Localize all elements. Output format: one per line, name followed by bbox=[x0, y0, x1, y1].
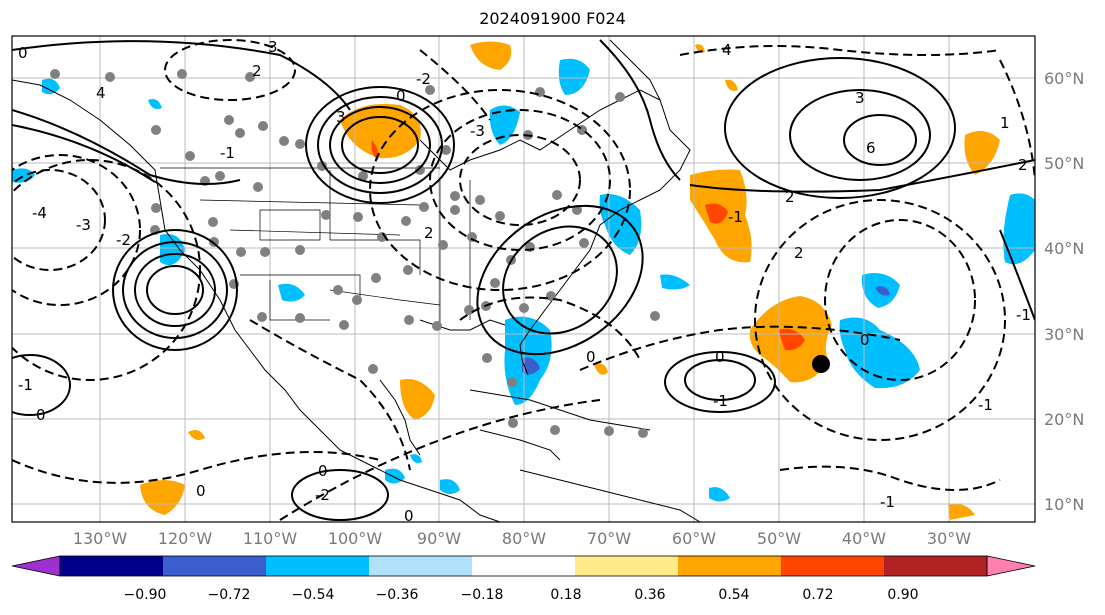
contour-labels: 0 2 4 3 3 0 -2 4 6 3 2 -1 -1 0 0 -2 0 2 … bbox=[18, 38, 1031, 525]
contour-label: -2 bbox=[116, 231, 131, 249]
contour-label: -1 bbox=[713, 392, 728, 410]
colorbar-cell bbox=[369, 556, 473, 576]
colorbar-tick-label: −0.18 bbox=[461, 587, 504, 603]
lon-tick-label: 130°W bbox=[73, 529, 128, 548]
contour-label: -1 bbox=[978, 396, 993, 414]
lon-tick-label: 50°W bbox=[757, 529, 801, 548]
colorbar-cell bbox=[163, 556, 267, 576]
colorbar-tick-label: −0.36 bbox=[376, 587, 419, 603]
chart-title: 2024091900 F024 bbox=[479, 9, 626, 28]
lat-tick-label: 30°N bbox=[1044, 325, 1084, 344]
contour-label: -1 bbox=[880, 493, 895, 511]
lon-tick-labels: 130°W 120°W 110°W 100°W 90°W 80°W 70°W 6… bbox=[73, 529, 971, 548]
lon-tick-label: 110°W bbox=[243, 529, 298, 548]
colorbar-tick-label: 0.54 bbox=[718, 587, 749, 603]
colorbar-tick-label: −0.90 bbox=[124, 587, 167, 603]
colorbar-tick-label: 0.36 bbox=[634, 587, 665, 603]
contour-label: 0 bbox=[715, 348, 725, 366]
contour-label: -2 bbox=[315, 486, 330, 504]
contour-label: 2 bbox=[1018, 156, 1028, 174]
lat-tick-label: 60°N bbox=[1044, 69, 1084, 88]
contour-label: -1 bbox=[1016, 306, 1031, 324]
contour-label: 0 bbox=[586, 348, 596, 366]
contour-label: -4 bbox=[32, 204, 47, 222]
contour-label: 4 bbox=[722, 41, 732, 59]
contour-label: 2 bbox=[252, 62, 262, 80]
map-frame bbox=[11, 35, 1036, 523]
lon-tick-label: 40°W bbox=[842, 529, 886, 548]
contour-label: -3 bbox=[470, 122, 485, 140]
contour-label: 2 bbox=[794, 244, 804, 262]
lon-tick-label: 100°W bbox=[328, 529, 383, 548]
colorbar-cell bbox=[575, 556, 679, 576]
colorbar-tick-label: −0.72 bbox=[208, 587, 251, 603]
colorbar-tick-label: 0.18 bbox=[550, 587, 581, 603]
contour-label: 1 bbox=[1000, 114, 1010, 132]
contour-label: 0 bbox=[404, 507, 414, 525]
contour-label: 0 bbox=[18, 44, 28, 62]
colorbar-cell bbox=[60, 556, 164, 576]
station-dots bbox=[50, 69, 660, 438]
contour-label: -2 bbox=[416, 70, 431, 88]
lat-tick-label: 10°N bbox=[1044, 495, 1084, 514]
contour-label: 0 bbox=[36, 406, 46, 424]
colorbar-cell bbox=[266, 556, 370, 576]
contour-label: 2 bbox=[785, 188, 795, 206]
contour-label: 4 bbox=[96, 84, 106, 102]
lon-tick-label: 30°W bbox=[927, 529, 971, 548]
colorbar-cell bbox=[472, 556, 576, 576]
contour-label: 0 bbox=[318, 462, 328, 480]
contour-label: 3 bbox=[268, 38, 278, 56]
contour-label: -1 bbox=[18, 376, 33, 394]
lat-tick-labels: 60°N 50°N 40°N 30°N 20°N 10°N bbox=[1044, 69, 1084, 514]
colorbar-cell bbox=[678, 556, 782, 576]
colorbar-tick-label: −0.54 bbox=[292, 587, 335, 603]
map-body: 0 2 4 3 3 0 -2 4 6 3 2 -1 -1 0 0 -2 0 2 … bbox=[12, 36, 1035, 525]
political-borders bbox=[160, 167, 471, 330]
contour-label: 3 bbox=[855, 89, 865, 107]
contours-positive bbox=[12, 39, 1035, 521]
colorbar bbox=[11, 555, 1036, 577]
coastlines bbox=[12, 39, 701, 522]
contour-label: 2 bbox=[424, 224, 434, 242]
contour-label: 0 bbox=[860, 331, 870, 349]
lat-tick-label: 50°N bbox=[1044, 154, 1084, 173]
lon-tick-label: 70°W bbox=[587, 529, 631, 548]
contour-label: -1 bbox=[728, 208, 743, 226]
contour-label: -3 bbox=[76, 216, 91, 234]
lon-tick-label: 80°W bbox=[502, 529, 546, 548]
colorbar-cell bbox=[884, 556, 988, 576]
lat-tick-label: 20°N bbox=[1044, 410, 1084, 429]
contour-label: -1 bbox=[220, 144, 235, 162]
colorbar-cells bbox=[60, 556, 988, 576]
lon-tick-label: 120°W bbox=[158, 529, 213, 548]
contour-label: 0 bbox=[196, 482, 206, 500]
storm-position-marker bbox=[812, 355, 830, 373]
colorbar-over-triangle bbox=[986, 555, 1036, 577]
contour-label: 3 bbox=[336, 108, 346, 126]
colorbar-tick-labels: −0.90 −0.72 −0.54 −0.36 −0.18 0.18 0.36 … bbox=[124, 587, 919, 603]
colorbar-tick-label: 0.72 bbox=[802, 587, 833, 603]
colorbar-cell bbox=[781, 556, 885, 576]
colorbar-tick-label: 0.90 bbox=[887, 587, 918, 603]
shaded-anomaly-fields bbox=[12, 41, 1035, 520]
contours-negative bbox=[12, 39, 1035, 521]
contour-label: 6 bbox=[866, 139, 876, 157]
lon-tick-label: 90°W bbox=[417, 529, 461, 548]
contour-label: 0 bbox=[396, 87, 406, 105]
colorbar-under-triangle bbox=[11, 555, 61, 577]
lat-tick-label: 40°N bbox=[1044, 239, 1084, 258]
lon-tick-label: 60°W bbox=[672, 529, 716, 548]
